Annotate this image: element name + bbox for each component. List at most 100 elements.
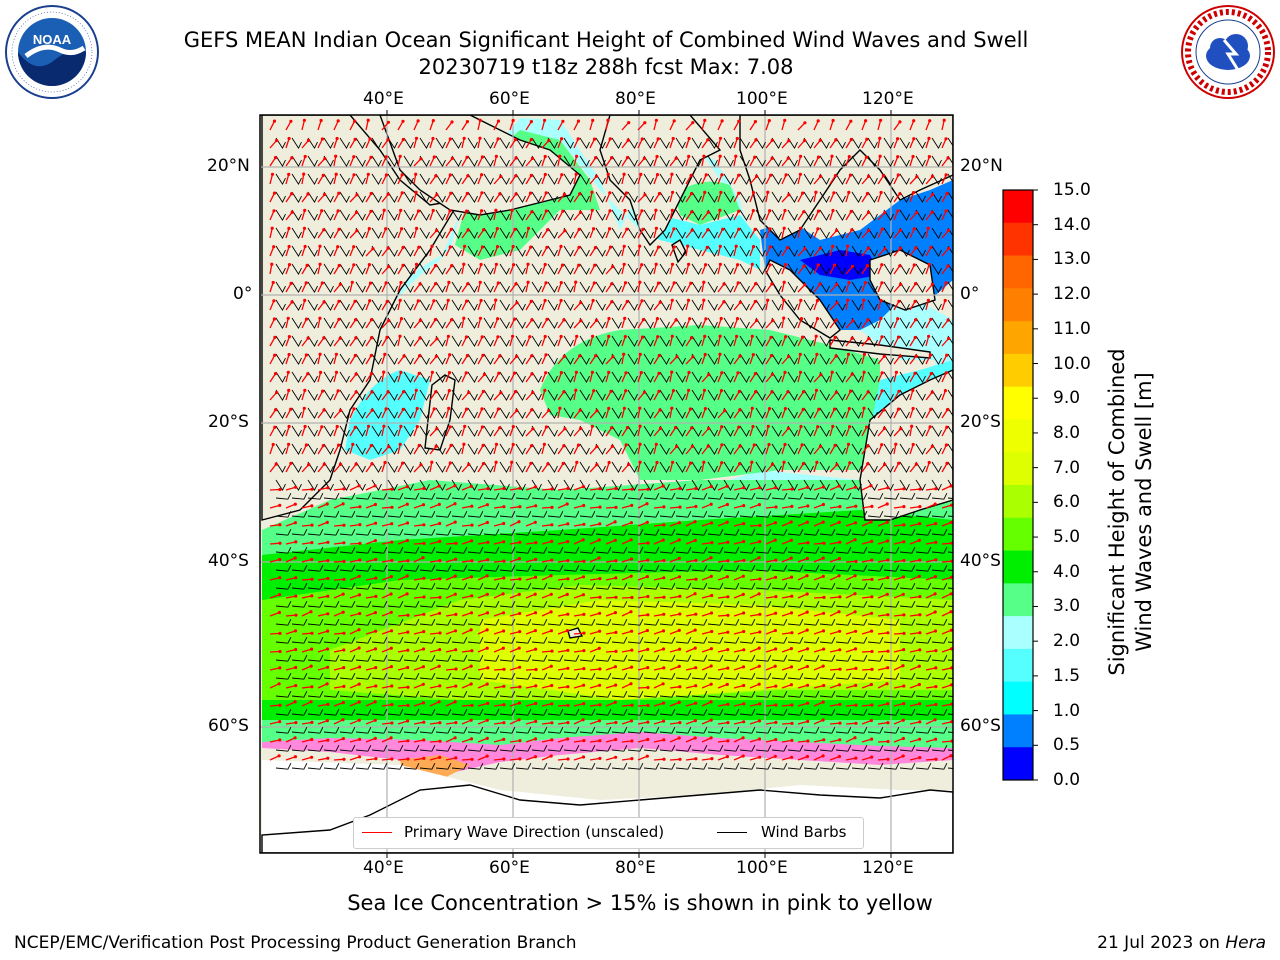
wave-direction-arrow [349,666,360,671]
wind-barb [883,353,894,366]
wind-barb [819,263,830,276]
wave-direction-arrowhead [736,281,740,285]
wind-barb [819,744,836,752]
wave-direction-arrowhead [322,336,326,340]
wave-direction-arrow [749,139,757,149]
wave-direction-arrow [621,427,628,437]
wind-barb [371,600,388,608]
wave-direction-arrow [333,560,345,563]
wave-direction-arrowhead [470,649,474,653]
wave-direction-arrowhead [499,391,503,395]
wave-direction-arrowhead [582,667,586,671]
wave-direction-arrow [541,192,547,203]
wave-direction-arrowhead [430,370,434,374]
wind-barb [291,173,302,186]
wave-direction-arrow [845,444,850,455]
wind-barb [579,492,596,500]
wind-barb [643,546,660,554]
wave-direction-arrowhead [754,390,758,394]
wave-direction-arrowhead [662,595,666,599]
wave-direction-arrow [301,541,312,545]
wind-barb [371,654,388,662]
wave-direction-arrow [877,614,888,617]
wave-direction-arrow [301,173,305,185]
wind-barb [707,672,724,680]
wind-barb [803,744,820,752]
wind-barb [931,744,948,752]
wind-barb [387,155,398,168]
wave-direction-arrowhead [390,721,394,725]
wave-direction-arrowhead [611,355,615,359]
wave-direction-arrow [461,485,472,491]
wave-direction-arrowhead [662,738,666,742]
wave-direction-arrowhead [544,425,549,429]
wave-direction-arrowhead [737,425,741,429]
wave-direction-arrow [845,611,856,617]
wave-direction-arrow [269,594,280,599]
wind-barb [867,618,884,626]
wind-barb [563,672,580,680]
wind-barb [659,335,670,348]
wave-direction-arrowhead [693,628,697,632]
wind-barb [339,317,350,330]
wind-barb [483,762,500,770]
wave-direction-arrowhead [674,156,678,160]
wave-direction-arrowhead [642,390,647,394]
wave-direction-arrow [765,629,776,635]
wave-direction-arrow [573,719,584,725]
wave-direction-arrow [301,139,309,149]
wave-direction-arrow [365,485,376,491]
wind-barb [403,600,420,608]
wave-direction-arrowhead [754,138,758,142]
wave-direction-arrow [749,720,760,725]
wind-barb [867,744,884,752]
wave-direction-arrowhead [322,462,326,466]
wave-direction-arrow [509,391,517,401]
wave-direction-arrowhead [357,484,361,488]
wave-direction-arrowhead [867,174,871,178]
wave-direction-arrowhead [629,574,633,578]
wind-barb [883,371,894,384]
wind-barb [483,263,494,276]
wave-direction-arrowhead [805,664,810,669]
wind-barb [323,726,340,734]
wave-direction-arrow [701,211,709,221]
wind-barb [371,191,382,204]
wave-direction-arrow [541,463,549,473]
wave-direction-arrow [909,192,915,203]
wave-direction-arrow [781,282,785,293]
wave-direction-arrowhead [678,685,682,689]
wind-barb [931,492,948,500]
wave-direction-arrow [429,300,435,311]
wind-barb [947,533,953,535]
wind-barb [883,618,900,626]
wave-direction-arrowhead [878,154,882,158]
wave-direction-arrowhead [710,629,714,634]
wave-direction-arrow [333,488,344,491]
wave-direction-arrow [781,300,785,311]
wind-barb [883,564,900,572]
wind-barb [947,155,953,165]
wave-direction-arrowhead [770,156,774,160]
wind-barb [579,425,590,438]
wave-direction-arrow [829,337,836,347]
wind-barb-legend-label: Wind Barbs [761,823,847,841]
wind-barb [915,371,926,384]
wind-barb [659,564,676,572]
wind-barb [515,245,526,258]
wind-barb [275,299,286,312]
wave-direction-arrowhead [449,443,453,447]
wave-direction-arrow [365,719,376,725]
wind-barb [931,564,948,572]
wave-direction-arrow [413,337,421,347]
wave-direction-arrowhead [725,575,730,579]
wave-direction-arrow [637,354,641,365]
wind-barb [691,510,708,518]
wave-direction-arrow [301,318,308,329]
wind-barb [691,155,702,168]
wind-barb [947,551,953,553]
wave-direction-arrow [845,120,852,131]
wave-direction-arrow [829,485,840,491]
wave-direction-arrow [333,578,345,581]
wave-direction-arrow [621,408,626,419]
